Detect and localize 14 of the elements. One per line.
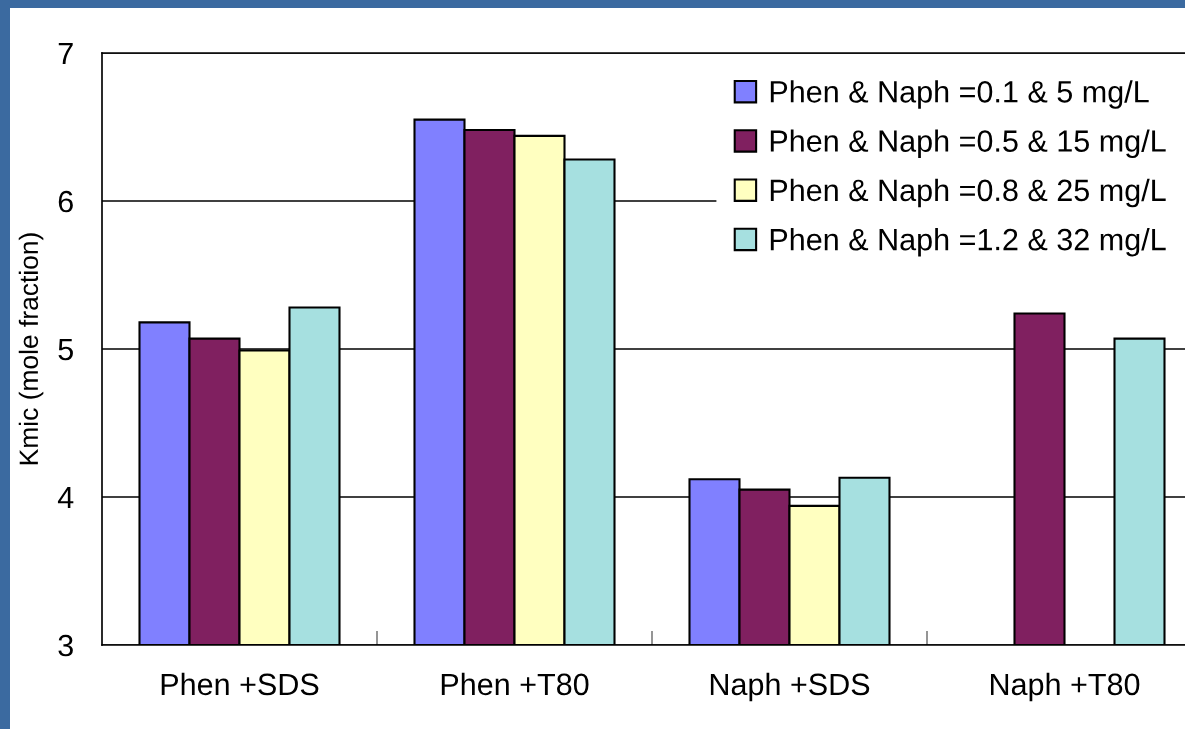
y-tick-label: 3 <box>58 634 73 657</box>
y-tick-label: 5 <box>58 339 73 361</box>
x-tick-label: Naph +T80 <box>990 672 1140 702</box>
y-tick-label: 7 <box>58 43 73 65</box>
legend-label: Phen & Naph =1.2 & 32 mg/L <box>770 228 1166 257</box>
y-axis-title: Kmic (mole fraction) <box>18 233 44 465</box>
x-tick-label: Phen +T80 <box>441 672 589 696</box>
legend-label: Phen & Naph =0.8 & 25 mg/L <box>770 178 1166 208</box>
legend-label: Phen & Naph =0.5 & 15 mg/L <box>770 129 1166 158</box>
legend-label: Phen & Naph =0.1 & 5 mg/L <box>770 80 1149 109</box>
x-tick-label: Phen +SDS <box>161 672 319 696</box>
x-tick-label: Naph +SDS <box>710 672 870 702</box>
y-tick-label: 4 <box>57 487 74 509</box>
y-tick-label: 6 <box>58 190 73 213</box>
